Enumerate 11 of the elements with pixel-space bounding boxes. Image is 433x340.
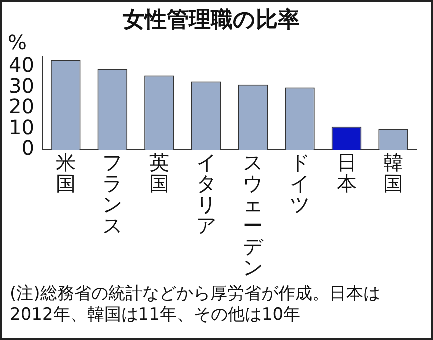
y-axis-title: % xyxy=(8,30,28,55)
x-tick-label: 米国 xyxy=(56,150,76,196)
text: (注)総務省の統計などから厚労省が作成。日本は2012年、韓国は11年、その他は10年 xyxy=(10,284,382,326)
chart-title: 女性管理職の比率 xyxy=(122,6,300,33)
x-tick-label: ドイツ xyxy=(290,150,310,217)
x-tick-label: 日本 xyxy=(336,150,357,196)
x-tick-label: フランス xyxy=(102,150,123,238)
x-tick-label: 韓国 xyxy=(384,150,404,196)
x-tick-label: イタリア xyxy=(196,150,216,238)
x-tick-label: スウェーデン xyxy=(243,150,264,280)
x-tick-label: 英国 xyxy=(149,150,170,196)
